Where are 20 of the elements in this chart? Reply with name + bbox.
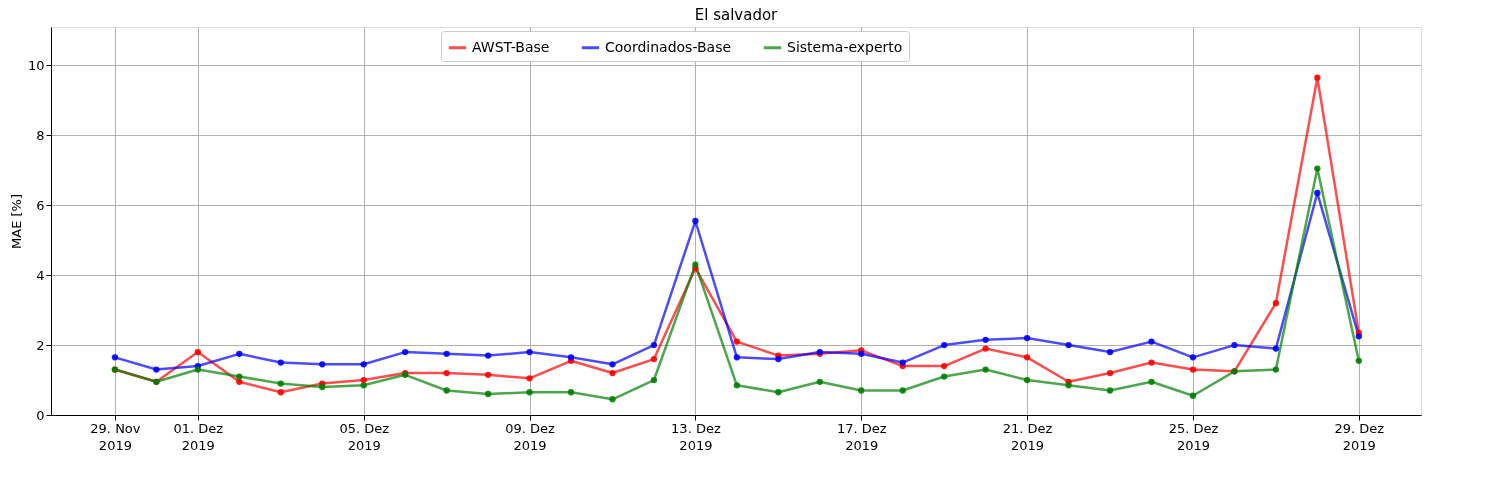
- legend-label: Sistema-experto: [787, 38, 903, 55]
- chart-title: El salvador: [694, 6, 779, 24]
- x-tick-label: 13. Dez 2019: [671, 420, 721, 453]
- x-tick-label: 29. Nov 2019: [90, 420, 141, 453]
- y-tick-label: 6: [36, 197, 45, 213]
- legend-label: AWST-Base: [472, 38, 550, 55]
- legend-label: Coordinados-Base: [605, 38, 732, 55]
- y-tick-label: 8: [36, 127, 45, 143]
- x-tick-label: 21. Dez 2019: [1002, 420, 1053, 453]
- y-tick-label: 10: [27, 57, 45, 73]
- y-tick-label: 0: [36, 407, 45, 423]
- y-tick-label: 4: [36, 267, 45, 283]
- y-tick-label: 2: [36, 337, 45, 353]
- x-tick-label: 05. Dez 2019: [339, 420, 390, 453]
- y-axis-title: MAE [%]: [8, 194, 24, 249]
- x-tick-label: 17. Dez 2019: [836, 420, 887, 453]
- x-tick-label: 25. Dez 2019: [1168, 420, 1219, 453]
- x-tick-label: 29. Dez 2019: [1334, 420, 1385, 453]
- x-tick-label: 01. Dez 2019: [173, 420, 224, 453]
- x-tick-label: 09. Dez 2019: [505, 420, 556, 453]
